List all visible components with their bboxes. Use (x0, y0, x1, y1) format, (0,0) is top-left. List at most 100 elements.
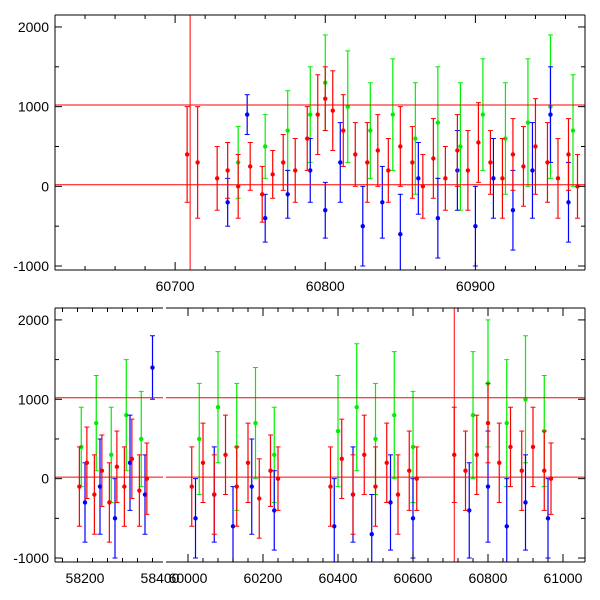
data-point (253, 420, 258, 426)
data-point (184, 152, 190, 157)
data-point (285, 192, 290, 197)
data-point (293, 168, 298, 173)
data-point (485, 420, 491, 426)
data-point (350, 492, 356, 497)
data-point (193, 516, 198, 521)
data-point (114, 464, 120, 469)
data-point (525, 120, 531, 125)
data-point (214, 176, 220, 181)
data-point (215, 405, 221, 410)
data-point (323, 96, 328, 101)
plot-area (55, 15, 585, 270)
data-point (395, 492, 401, 497)
data-point (305, 136, 310, 141)
x-tick-label: 61000 (544, 570, 583, 586)
data-point (503, 136, 508, 141)
y-tick-label: 0 (41, 471, 49, 487)
x-tick-label: 58400 (141, 570, 180, 586)
data-point (497, 460, 502, 465)
data-point (542, 468, 547, 473)
data-point (416, 176, 421, 181)
data-point (285, 128, 290, 133)
data-point (413, 136, 418, 141)
data-point (465, 168, 471, 173)
data-point (353, 152, 358, 157)
data-point (244, 112, 250, 117)
data-point (225, 168, 230, 173)
data-point (84, 460, 90, 465)
data-point (99, 468, 105, 473)
data-point (510, 152, 516, 157)
data-point (388, 500, 393, 505)
data-point (77, 484, 82, 489)
data-point (368, 128, 373, 133)
data-point (555, 176, 561, 181)
series-red (76, 382, 554, 543)
data-point (380, 200, 385, 205)
data-point (410, 160, 415, 165)
data-point (315, 112, 320, 117)
x-tick-label: 60800 (306, 278, 345, 294)
series-blue (225, 66, 571, 270)
data-point (398, 231, 403, 237)
data-point (109, 452, 114, 458)
data-point (112, 516, 118, 521)
x-tick-label: 60400 (319, 570, 358, 586)
data-point (195, 160, 200, 165)
data-point (470, 412, 476, 418)
y-tick-label: 0 (41, 178, 49, 194)
data-point (473, 223, 478, 229)
data-point (398, 144, 403, 149)
data-point (530, 168, 535, 173)
data-point (519, 468, 524, 473)
data-point (150, 365, 155, 370)
data-point (82, 500, 88, 505)
data-point (365, 160, 370, 165)
data-point (257, 496, 262, 501)
data-point (431, 156, 436, 161)
data-point (341, 128, 346, 133)
data-point (189, 484, 194, 489)
x-tick-label: 60900 (456, 278, 495, 294)
data-point (197, 436, 202, 442)
data-point (566, 200, 571, 205)
y-tick-label: 1000 (18, 99, 49, 115)
data-point (323, 208, 328, 213)
data-point (504, 524, 509, 529)
data-point (308, 168, 313, 173)
data-point (212, 492, 217, 497)
data-point (392, 412, 397, 418)
data-point (137, 488, 142, 493)
plot-area (55, 308, 585, 562)
data-point (545, 516, 551, 521)
x-tick-label: 60800 (469, 570, 508, 586)
data-point (530, 444, 536, 450)
data-point (262, 216, 268, 221)
data-point (335, 428, 341, 434)
data-point (467, 508, 472, 513)
y-tick-label: -1000 (13, 258, 49, 274)
data-point (272, 508, 277, 513)
data-point (435, 216, 441, 221)
data-point (92, 492, 97, 497)
data-point (247, 164, 253, 169)
x-tick-label: 60700 (156, 278, 195, 294)
data-point (223, 452, 228, 458)
x-tick-label: 58200 (66, 570, 105, 586)
top-panel: -1000 0 1000 2000 60700 60800 60900 (13, 14, 586, 294)
data-point (268, 468, 273, 473)
data-point (474, 452, 479, 458)
data-point (97, 484, 103, 489)
series-green (235, 34, 576, 211)
data-point (127, 460, 133, 465)
data-point (339, 456, 344, 462)
data-point (373, 436, 378, 442)
data-point (510, 208, 516, 213)
data-point (94, 420, 99, 426)
data-point (476, 140, 481, 145)
data-point (458, 144, 463, 149)
data-point (338, 160, 343, 165)
data-point (521, 164, 526, 169)
data-point (500, 176, 505, 181)
